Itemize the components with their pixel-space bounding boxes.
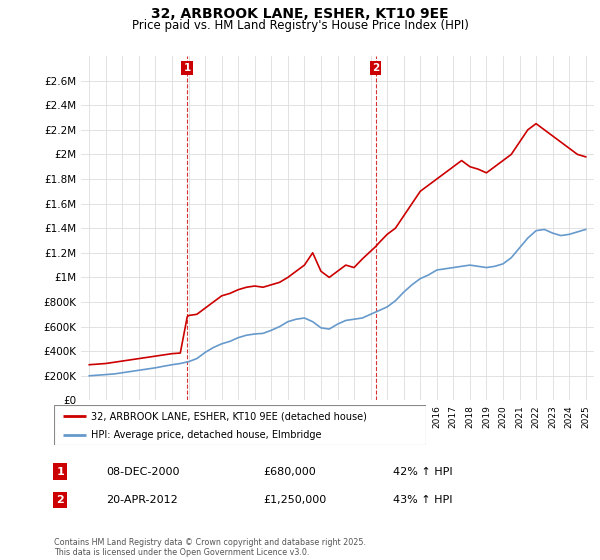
Text: £680,000: £680,000	[263, 466, 316, 477]
Text: 2: 2	[56, 495, 64, 505]
Text: 20-APR-2012: 20-APR-2012	[106, 495, 178, 505]
Text: 32, ARBROOK LANE, ESHER, KT10 9EE: 32, ARBROOK LANE, ESHER, KT10 9EE	[151, 7, 449, 21]
Text: 42% ↑ HPI: 42% ↑ HPI	[394, 466, 453, 477]
Text: £1,250,000: £1,250,000	[263, 495, 326, 505]
Text: HPI: Average price, detached house, Elmbridge: HPI: Average price, detached house, Elmb…	[91, 430, 322, 440]
Text: Price paid vs. HM Land Registry's House Price Index (HPI): Price paid vs. HM Land Registry's House …	[131, 19, 469, 32]
Text: 32, ARBROOK LANE, ESHER, KT10 9EE (detached house): 32, ARBROOK LANE, ESHER, KT10 9EE (detac…	[91, 411, 367, 421]
Text: 1: 1	[184, 63, 191, 73]
Text: 08-DEC-2000: 08-DEC-2000	[106, 466, 180, 477]
Text: 43% ↑ HPI: 43% ↑ HPI	[394, 495, 453, 505]
Text: 1: 1	[56, 466, 64, 477]
Text: 2: 2	[372, 63, 379, 73]
Text: Contains HM Land Registry data © Crown copyright and database right 2025.
This d: Contains HM Land Registry data © Crown c…	[54, 538, 366, 557]
